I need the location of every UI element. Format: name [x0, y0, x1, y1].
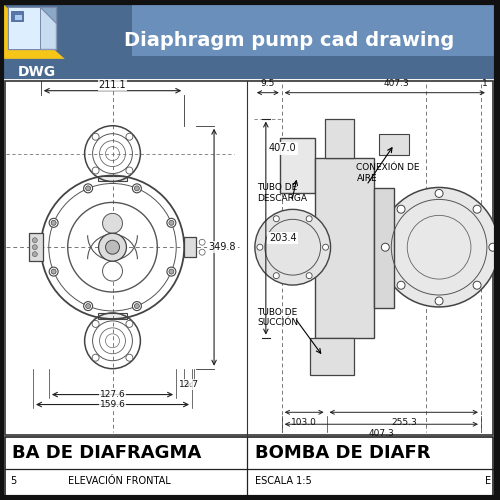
Text: CONEXIÓN DE
AIRE: CONEXIÓN DE AIRE [356, 164, 420, 183]
Circle shape [102, 261, 122, 281]
Circle shape [397, 281, 405, 289]
Circle shape [489, 243, 497, 251]
Circle shape [380, 188, 499, 307]
Circle shape [274, 216, 280, 222]
Bar [98, 176, 128, 182]
Text: 103.0: 103.0 [291, 418, 317, 428]
Bar [3, 4, 132, 59]
Bar [280, 138, 314, 193]
Bar [324, 118, 354, 158]
Circle shape [199, 239, 205, 245]
Bar [11, 11, 23, 21]
Bar [14, 14, 22, 20]
Text: DWG: DWG [18, 65, 56, 79]
Circle shape [92, 354, 99, 361]
Text: 407.0: 407.0 [269, 144, 296, 154]
Circle shape [92, 320, 99, 328]
Circle shape [169, 269, 174, 274]
Bar [3, 4, 495, 78]
Bar [5, 80, 493, 435]
Circle shape [126, 320, 133, 328]
Bar [184, 238, 196, 257]
Text: 349.8: 349.8 [208, 242, 236, 252]
Text: BOMBA DE DIAFR: BOMBA DE DIAFR [255, 444, 430, 462]
Bar [8, 7, 56, 49]
Bar [3, 56, 495, 78]
Circle shape [126, 354, 133, 361]
Circle shape [84, 302, 92, 310]
Circle shape [435, 297, 443, 305]
Circle shape [126, 167, 133, 174]
Polygon shape [40, 7, 56, 23]
Circle shape [49, 218, 58, 228]
Circle shape [306, 216, 312, 222]
Circle shape [169, 220, 174, 226]
Circle shape [51, 269, 56, 274]
Bar [8, 7, 40, 49]
Text: ESCALA 1:5: ESCALA 1:5 [255, 476, 312, 486]
Bar [374, 188, 394, 308]
Bar [3, 78, 495, 437]
Circle shape [92, 133, 99, 140]
Text: 9.5: 9.5 [260, 78, 275, 88]
Circle shape [51, 220, 56, 226]
Bar [3, 437, 495, 500]
Text: 12.7: 12.7 [179, 380, 199, 389]
Text: 407.3: 407.3 [384, 78, 409, 88]
Text: 5: 5 [10, 476, 16, 486]
Circle shape [255, 210, 330, 285]
Circle shape [167, 267, 176, 276]
Bar [310, 338, 354, 376]
Bar [380, 134, 409, 156]
Circle shape [322, 244, 328, 250]
Circle shape [435, 190, 443, 198]
Bar [5, 437, 493, 500]
Bar [98, 313, 128, 319]
Circle shape [306, 272, 312, 278]
Text: ELEVACIÓN FRONTAL: ELEVACIÓN FRONTAL [68, 476, 171, 486]
Text: BA DE DIAFRAGMA: BA DE DIAFRAGMA [12, 444, 201, 462]
Text: E: E [484, 476, 491, 486]
Circle shape [92, 167, 99, 174]
Circle shape [49, 267, 58, 276]
Circle shape [32, 244, 38, 250]
Text: Diaphragm pump cad drawing: Diaphragm pump cad drawing [124, 32, 454, 50]
Text: TUBO DE
DESCARGA: TUBO DE DESCARGA [257, 184, 307, 203]
Circle shape [167, 218, 176, 228]
Bar [29, 234, 43, 261]
Circle shape [102, 214, 122, 234]
Text: 255.3: 255.3 [391, 418, 416, 428]
Circle shape [84, 184, 92, 193]
Circle shape [274, 272, 280, 278]
Circle shape [32, 252, 38, 256]
Bar [314, 158, 374, 338]
Circle shape [106, 240, 120, 254]
Text: TUBO DE
SUCCIÓN: TUBO DE SUCCIÓN [257, 308, 298, 327]
Text: 1: 1 [482, 78, 488, 88]
Circle shape [132, 302, 141, 310]
Circle shape [134, 304, 140, 308]
Circle shape [98, 234, 126, 261]
Circle shape [86, 304, 90, 308]
Circle shape [86, 186, 90, 191]
Circle shape [473, 205, 481, 213]
Circle shape [132, 184, 141, 193]
Circle shape [32, 238, 38, 242]
Circle shape [382, 243, 390, 251]
Circle shape [134, 186, 140, 191]
Circle shape [257, 244, 263, 250]
Circle shape [473, 281, 481, 289]
Text: 407.3: 407.3 [368, 429, 394, 438]
Text: 211.1: 211.1 [98, 80, 126, 90]
Text: 159.6: 159.6 [100, 400, 126, 409]
Circle shape [397, 205, 405, 213]
Circle shape [126, 133, 133, 140]
Polygon shape [3, 4, 64, 59]
Text: 203.4: 203.4 [269, 233, 296, 243]
Text: 127.6: 127.6 [100, 390, 126, 399]
Circle shape [199, 249, 205, 255]
